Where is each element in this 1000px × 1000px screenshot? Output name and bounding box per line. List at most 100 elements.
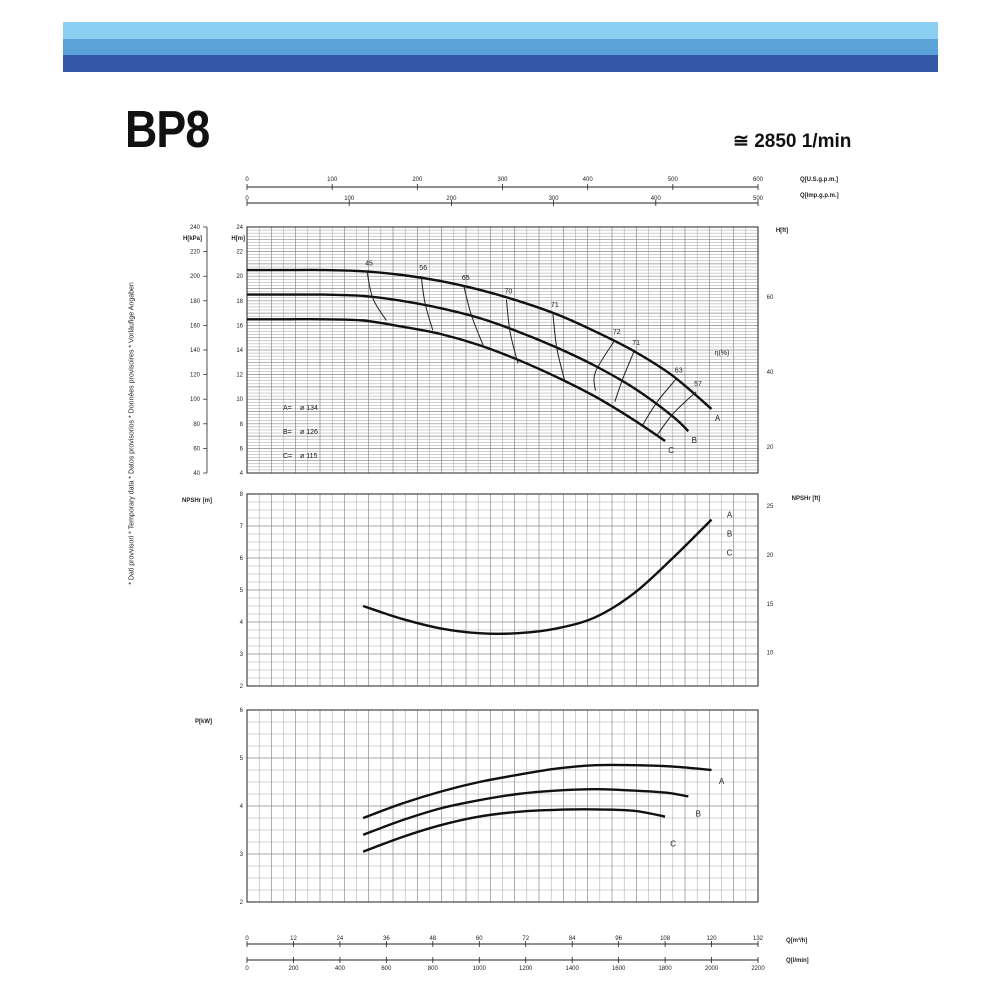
npsh-frame: [246, 493, 759, 687]
head-top-axis-tick-label: 300: [549, 196, 560, 202]
banner-band-mid: [63, 39, 938, 55]
efficiency-line: [552, 313, 565, 380]
power-bottom-axis-tick-label: 1000: [473, 966, 487, 972]
npsh-curve: [362, 518, 713, 635]
npsh-ytick-ft-label: 10: [767, 650, 774, 656]
head-ytick-kpa-label: 180: [190, 299, 201, 305]
head-ytick-kpa-label: 120: [190, 373, 201, 379]
head-top-axis-tick-label: 500: [753, 196, 764, 202]
head-ytick-kpa-label: 160: [190, 323, 201, 329]
power-curve-label: C: [670, 840, 676, 849]
power-bottom-axis-tick-label: 72: [522, 936, 529, 942]
head-top-axis-tick-label: 100: [344, 196, 355, 202]
npsh-curve-label: B: [727, 530, 732, 539]
legend-key: A=: [283, 405, 292, 412]
head-ytick-kpa-label: 140: [190, 348, 201, 354]
head-ytick-kpa-label: 220: [190, 250, 201, 256]
power-curve-label: B: [696, 809, 701, 818]
head-frame: [246, 226, 759, 474]
head-ytick-label: 22: [236, 250, 243, 256]
head-top-axis-tick-label: 600: [753, 177, 764, 183]
power-bottom-axis-tick-label: 84: [569, 936, 576, 942]
head-ytick-label: 14: [236, 348, 243, 354]
power-bottom-axis-tick-label: 400: [335, 966, 346, 972]
head-ytick-label: 10: [236, 397, 243, 403]
power-bottom-axis-tick-label: 1400: [566, 966, 580, 972]
legend-value: ø 134: [300, 405, 318, 412]
head-top-axis-tick-label: 0: [245, 196, 249, 202]
efficiency-label: 71: [551, 302, 559, 309]
head-ytick-label: 18: [236, 299, 243, 305]
power-bottom-axis-tick-label: 24: [337, 936, 344, 942]
power-frame: [246, 709, 759, 903]
efficiency-line: [463, 285, 484, 346]
efficiency-label: 56: [419, 265, 427, 272]
npsh-ylabel-ft: NPSHr [ft]: [792, 496, 821, 502]
head-grid: [246, 226, 759, 474]
power-ytick-label: 4: [240, 804, 244, 810]
npsh-curve-label: A: [727, 511, 733, 520]
power-bottom-axis-tick-label: 132: [753, 936, 764, 942]
power-bottom-axis-tick-label: 12: [290, 936, 297, 942]
head-top-axis-tick-label: 400: [583, 177, 594, 183]
efficiency-line: [505, 299, 519, 364]
efficiency-line: [593, 339, 616, 391]
npsh-ytick-label: 5: [240, 588, 244, 594]
head-ytick-label: 12: [236, 373, 243, 379]
power-bottom-axis-tick-label: 0: [245, 966, 249, 972]
efficiency-line: [366, 271, 387, 321]
efficiency-line: [420, 276, 434, 331]
legend-value: ø 115: [300, 453, 317, 460]
power-bottom-axis-tick-label: 1600: [612, 966, 626, 972]
head-top-axis-tick-label: 100: [327, 177, 338, 183]
power-bottom-axis-tick-label: 108: [660, 936, 671, 942]
head-ytick-label: 16: [236, 323, 243, 329]
power-grid: [246, 709, 759, 903]
efficiency-line: [641, 377, 678, 427]
power-ytick-label: 6: [240, 708, 244, 714]
power-curve-C: [362, 808, 666, 853]
head-curve-B: [247, 293, 690, 433]
head-ylabel: H[m]: [231, 236, 245, 242]
legend-key: B=: [283, 429, 292, 436]
head-ytick-kpa-label: 40: [193, 471, 200, 477]
head-curve-label: B: [692, 436, 697, 445]
efficiency-label: 45: [365, 260, 373, 267]
head-curve-C: [247, 317, 666, 442]
power-curve-B: [362, 787, 689, 836]
npsh-curve-label: C: [727, 549, 733, 558]
header-banner: [63, 22, 938, 72]
head-ytick-ft-label: 40: [767, 370, 774, 376]
head-ytick-label: 6: [240, 446, 244, 452]
power-bottom-axis-tick-label: 2000: [705, 966, 719, 972]
npsh-ytick-ft-label: 20: [767, 553, 774, 559]
head-ytick-ft-label: 20: [767, 445, 774, 451]
efficiency-label: 65: [462, 275, 470, 282]
npsh-ytick-label: 3: [240, 652, 244, 658]
speed-label: ≅ 2850 1/min: [733, 131, 852, 152]
power-bottom-axis-tick-label: 96: [615, 936, 622, 942]
head-top-axis-label: Q[Imp.g.p.m.]: [800, 193, 839, 199]
efficiency-label: 72: [613, 329, 621, 336]
npsh-ytick-label: 6: [240, 556, 244, 562]
head-top-axis-tick-label: 300: [497, 177, 508, 183]
power-ytick-label: 3: [240, 852, 244, 858]
power-bottom-axis-tick-label: 1200: [519, 966, 533, 972]
head-top-axis-tick-label: 200: [412, 177, 423, 183]
npsh-ytick-ft-label: 25: [767, 504, 774, 510]
power-ytick-label: 2: [240, 900, 244, 906]
head-ylabel-ft: H[ft]: [776, 228, 788, 234]
power-curve-A: [362, 763, 712, 820]
npsh-ytick-label: 8: [240, 492, 244, 498]
power-bottom-axis-tick-label: 120: [707, 936, 718, 942]
legend-value: ø 126: [300, 429, 318, 436]
npsh-ylabel: NPSHr [m]: [182, 498, 212, 504]
power-bottom-axis-tick-label: 800: [428, 966, 439, 972]
power-curve-label: A: [719, 777, 725, 786]
power-bottom-axis-tick-label: 0: [245, 936, 249, 942]
npsh-ytick-label: 7: [240, 524, 244, 530]
banner-band-dark: [63, 55, 938, 72]
head-ytick-kpa-label: 100: [190, 397, 201, 403]
head-ytick-label: 24: [236, 225, 243, 231]
